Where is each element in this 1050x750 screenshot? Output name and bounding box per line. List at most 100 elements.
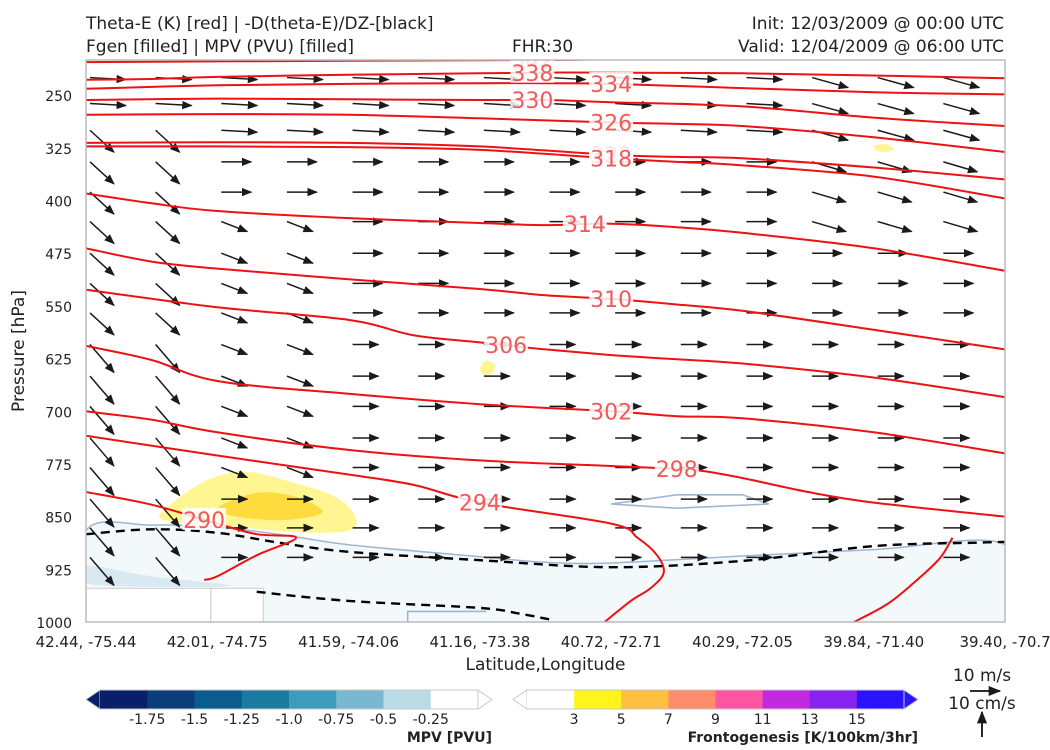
wind-vector (943, 102, 981, 116)
theta-e-contour (86, 288, 1005, 399)
colorbar-cell (809, 690, 858, 709)
theta-e-contour (86, 410, 1005, 518)
wind-vector (155, 129, 181, 153)
theta-e-label: 294 (459, 492, 501, 517)
y-tick-label: 550 (45, 300, 72, 316)
wind-vector (352, 74, 390, 84)
colorbar-tick-label: -1.25 (224, 712, 260, 728)
theta-e-contours: 3423383343303263223183143103063022982942… (86, 60, 1005, 622)
stability-contour (86, 528, 1005, 569)
colorbar-tick-label: 13 (801, 712, 819, 728)
wind-vector (89, 252, 115, 276)
x-tick-label: 41.16, -73.38 (429, 633, 530, 651)
colorbar-cell (383, 690, 432, 709)
wind-vector (811, 220, 848, 233)
theta-e-contour (853, 537, 954, 622)
theta-e-contour (86, 491, 298, 581)
wind-vector (746, 74, 784, 84)
colorbar-tick-label: 5 (617, 712, 626, 728)
theta-e-contour (86, 145, 1005, 200)
wind-vector (155, 375, 181, 405)
wind-vector (680, 74, 718, 84)
colorbar-tick-label: 3 (570, 712, 579, 728)
colorbar-extend-left (512, 689, 528, 710)
y-tick-label: 850 (45, 511, 72, 527)
fgen-fill-region (873, 144, 894, 153)
x-tick-label: 42.44, -75.44 (36, 633, 137, 651)
wind-vector (89, 221, 115, 245)
y-axis-title: Pressure [hPa] (9, 290, 29, 412)
wind-vector (89, 375, 115, 405)
theta-e-label-bg (182, 507, 227, 530)
wind-vector (155, 221, 181, 245)
theta-e-label: 338 (511, 62, 553, 87)
wind-vector (418, 74, 456, 84)
x-tick-label: 39.40, -70.7 (959, 633, 1050, 651)
x-tick-label: 42.01, -74.75 (167, 633, 268, 651)
wind-vector (221, 312, 249, 324)
wind-vector (352, 127, 390, 136)
wind-vector (221, 100, 259, 110)
wind-vector (943, 161, 979, 174)
colorbar-tick-label: 11 (754, 712, 772, 728)
theta-e-label-bg (589, 399, 634, 422)
y-tick-label: 475 (45, 247, 72, 263)
wind-vector (877, 220, 913, 233)
wind-vector (221, 437, 249, 449)
colorbar-cell (574, 690, 622, 709)
wind-vector (418, 127, 456, 136)
wind-vector (89, 282, 115, 307)
colorbar-cell (430, 690, 478, 709)
colorbar-extend-left (85, 689, 101, 710)
theta-e-label-bg (654, 456, 699, 479)
wind-vector (89, 129, 115, 153)
wind-vector (286, 437, 314, 449)
colorbar-title: Frontogenesis [K/100km/3hr] (688, 730, 918, 746)
wind-vector (877, 102, 915, 116)
wind-vector (221, 252, 249, 264)
mpv-colorbar: -1.75 -1.5 -1.25 -1.0 -0.75 -0.5 -0.25 MPV [PVU… (85, 689, 493, 746)
theta-e-label-bg (589, 71, 634, 94)
theta-e-label: 306 (485, 334, 527, 359)
theta-e-contour (86, 141, 1005, 181)
terrain-mask (86, 587, 212, 622)
wind-vector (221, 405, 249, 418)
wind-vector (155, 498, 181, 528)
wind-vector (221, 282, 249, 295)
wind-vector (155, 191, 181, 215)
title-left-line2: Fgen [filled] | MPV (PVU) [filled] (86, 37, 355, 57)
wind-vector (943, 220, 979, 233)
wind-vector (286, 127, 324, 136)
colorbar-tick-label: 7 (664, 712, 673, 728)
wind-vector (155, 100, 193, 110)
wind-vector (549, 74, 587, 84)
theta-e-label-bg (457, 490, 502, 513)
wind-vector (352, 100, 390, 110)
colorbar-cell (762, 690, 811, 709)
wind-vector (89, 498, 115, 528)
wind-vector (286, 252, 314, 264)
colorbar-cell (241, 690, 290, 709)
wind-vector (286, 375, 314, 387)
wind-vector (811, 102, 850, 116)
wind-vector (615, 100, 653, 110)
y-tick-label: 400 (45, 195, 72, 211)
fgen-fill-region (479, 360, 496, 377)
theta-e-label-bg (589, 286, 634, 309)
y-tick-label: 775 (45, 458, 72, 474)
mpv-outline-contour (610, 494, 769, 510)
colorbar-cell (100, 690, 148, 709)
y-tick-label: 625 (45, 353, 72, 369)
wind-vector (286, 282, 314, 295)
wind-vector (286, 466, 314, 479)
wind-vector (877, 129, 915, 142)
wind-scale-label-h: 10 m/s (953, 666, 1011, 686)
theta-e-contour (86, 344, 1005, 455)
terrain-mask (210, 587, 264, 622)
x-tick-label: 40.29, -72.05 (692, 633, 793, 651)
wind-vector (89, 344, 115, 374)
wind-vector (89, 100, 128, 110)
wind-vector (811, 191, 848, 204)
x-axis-title: Latitude,Longitude (466, 655, 626, 675)
